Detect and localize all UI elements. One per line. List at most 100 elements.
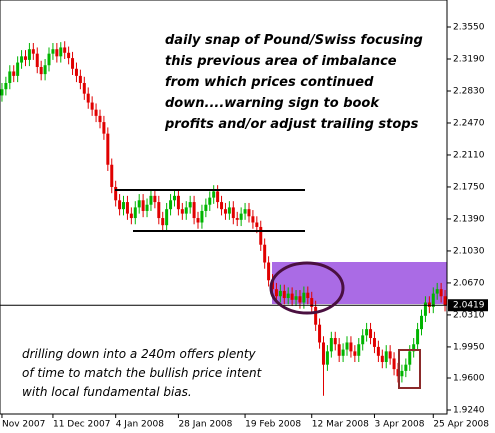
candle-body bbox=[188, 202, 192, 208]
candle-body bbox=[306, 292, 310, 299]
annotation-line: daily snap of Pound/Swiss focusing bbox=[165, 33, 423, 48]
candle-body bbox=[141, 200, 145, 211]
candle-body bbox=[208, 197, 212, 205]
x-tick-label: 11 Dec 2007 bbox=[53, 420, 110, 430]
candle-body bbox=[267, 262, 271, 281]
candle-body bbox=[349, 342, 353, 352]
candle-body bbox=[443, 296, 447, 306]
drawings bbox=[115, 189, 421, 389]
candle-body bbox=[98, 115, 102, 123]
candles bbox=[0, 41, 447, 396]
candle-body bbox=[86, 93, 90, 103]
candle-body bbox=[43, 65, 47, 75]
candle-body bbox=[106, 133, 110, 165]
annotation-line: drilling down into a 240m offers plenty bbox=[22, 347, 257, 361]
candle-body bbox=[302, 292, 306, 303]
x-tick-label: 12 Mar 2008 bbox=[312, 420, 369, 430]
candle-body bbox=[239, 213, 243, 220]
candle-body bbox=[423, 302, 427, 316]
candle-body bbox=[63, 47, 67, 53]
x-tick-label: 28 Jan 2008 bbox=[178, 420, 232, 430]
highlight-ellipse bbox=[269, 261, 345, 315]
annotation-line: with local fundamental bias. bbox=[22, 385, 192, 399]
candle-body bbox=[102, 122, 106, 134]
candle-body bbox=[353, 351, 357, 356]
candle-body bbox=[337, 344, 341, 356]
candle-body bbox=[416, 329, 420, 345]
y-tick-label: 1.9950 bbox=[453, 342, 485, 352]
candle-body bbox=[404, 364, 408, 371]
imbalance-zone bbox=[272, 262, 447, 304]
candle-body bbox=[321, 342, 325, 365]
candle-body bbox=[74, 68, 78, 76]
annotation-line: down....warning sign to book bbox=[165, 96, 380, 111]
candle-body bbox=[282, 290, 286, 299]
candle-body bbox=[20, 56, 24, 63]
candle-body bbox=[286, 293, 290, 299]
x-tick-label: 4 Jan 2008 bbox=[116, 420, 164, 430]
candle-body bbox=[263, 244, 267, 263]
y-tick-label: 2.1030 bbox=[453, 246, 485, 256]
candle-body bbox=[94, 109, 98, 116]
candle-body bbox=[82, 82, 86, 94]
annotation-line: of time to match the bullish price inten… bbox=[22, 366, 263, 380]
candle-body bbox=[172, 195, 176, 201]
candle-body bbox=[318, 324, 322, 343]
x-tick-label: 25 Apr 2008 bbox=[433, 420, 489, 430]
candle-body bbox=[192, 202, 196, 219]
candle-body bbox=[345, 342, 349, 350]
candle-body bbox=[51, 49, 55, 54]
candle-body bbox=[4, 82, 8, 90]
candle-body bbox=[314, 306, 318, 325]
x-tick-label: Nov 2007 bbox=[2, 420, 45, 430]
candle-body bbox=[333, 338, 337, 345]
highlight-box bbox=[398, 349, 421, 389]
y-tick-label: 2.2470 bbox=[453, 118, 485, 128]
candle-body bbox=[12, 71, 16, 76]
candle-body bbox=[35, 53, 39, 68]
candle-body bbox=[200, 210, 204, 223]
candle-body bbox=[196, 218, 200, 223]
candle-body bbox=[388, 351, 392, 359]
candle-body bbox=[231, 207, 235, 219]
candle-body bbox=[165, 209, 169, 226]
candle-body bbox=[259, 226, 263, 245]
candle-body bbox=[55, 49, 59, 57]
candle-body bbox=[329, 338, 333, 352]
candle-body bbox=[176, 195, 180, 210]
annotations: daily snap of Pound/Swiss focusing this p… bbox=[22, 33, 423, 399]
candle-body bbox=[16, 62, 20, 76]
candle-body bbox=[212, 191, 216, 198]
candle-body bbox=[153, 195, 157, 203]
annotation-line: this previous area of imbalance bbox=[165, 54, 397, 69]
candle-body bbox=[412, 344, 416, 352]
candle-body bbox=[400, 370, 404, 377]
y-tick-label: 1.9600 bbox=[453, 374, 485, 384]
candle-body bbox=[372, 338, 376, 347]
candle-body bbox=[431, 293, 435, 307]
candle-body bbox=[243, 209, 247, 214]
y-tick-label: 2.1750 bbox=[453, 182, 485, 192]
candle-body bbox=[274, 289, 278, 297]
candle-body bbox=[227, 207, 231, 214]
candle-body bbox=[180, 209, 184, 214]
candle-body bbox=[8, 71, 12, 83]
candle-body bbox=[365, 329, 369, 336]
candle-body bbox=[247, 209, 251, 217]
candle-body bbox=[133, 207, 137, 219]
y-tick-label: 2.2830 bbox=[453, 86, 485, 96]
candle-body bbox=[78, 75, 82, 83]
candle-body bbox=[122, 202, 126, 210]
candle-body bbox=[290, 293, 294, 300]
candle-body bbox=[114, 186, 118, 201]
candle-body bbox=[361, 335, 365, 345]
last-price-box bbox=[448, 299, 488, 312]
y-tick-label: 2.3550 bbox=[453, 23, 485, 33]
candle-body bbox=[137, 200, 141, 208]
candle-body bbox=[27, 49, 31, 60]
annotation-line: profits and/or adjust trailing stops bbox=[164, 117, 419, 132]
candle-body bbox=[39, 67, 43, 75]
last-price-label: 2.0419 bbox=[453, 301, 485, 311]
candle-body bbox=[0, 89, 4, 96]
